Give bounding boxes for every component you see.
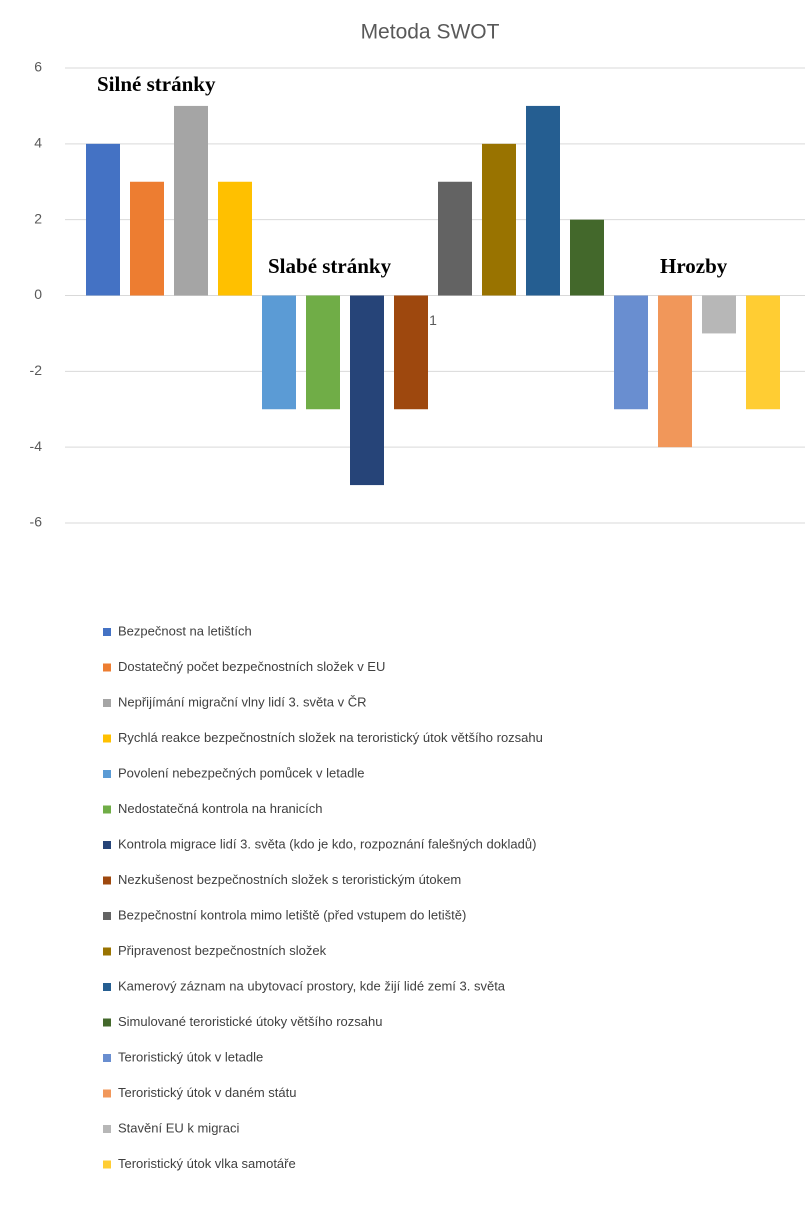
legend-swatch bbox=[103, 876, 111, 885]
legend-label: Teroristický útok v letadle bbox=[118, 1049, 263, 1064]
legend-swatch bbox=[103, 947, 111, 956]
x-tick-label: 1 bbox=[429, 312, 437, 328]
bar bbox=[130, 181, 164, 296]
y-tick-label: -6 bbox=[30, 514, 43, 530]
legend-label: Teroristický útok v daném státu bbox=[118, 1085, 296, 1100]
legend-swatch bbox=[103, 1089, 111, 1098]
bar bbox=[438, 181, 472, 296]
legend-label: Připravenost bezpečnostních složek bbox=[118, 943, 327, 958]
legend-swatch bbox=[103, 912, 111, 920]
annotation: Silné stránky bbox=[97, 72, 216, 96]
bar bbox=[350, 295, 384, 486]
chart-title: Metoda SWOT bbox=[361, 21, 500, 44]
bar bbox=[306, 295, 340, 410]
annotation: Slabé stránky bbox=[268, 254, 392, 278]
legend-swatch bbox=[103, 699, 111, 707]
legend-swatch bbox=[103, 1160, 111, 1169]
bar bbox=[526, 105, 560, 296]
legend-label: Stavění EU k migraci bbox=[118, 1120, 239, 1135]
bar bbox=[86, 143, 120, 296]
bar bbox=[746, 295, 780, 410]
legend-label: Nepřijímání migrační vlny lidí 3. světa … bbox=[118, 694, 367, 709]
legend-label: Nezkušenost bezpečnostních složek s tero… bbox=[118, 872, 461, 887]
legend-swatch bbox=[103, 734, 111, 743]
legend-swatch bbox=[103, 805, 111, 814]
bar bbox=[218, 181, 252, 296]
legend-swatch bbox=[103, 663, 111, 672]
legend-label: Nedostatečná kontrola na hranicích bbox=[118, 801, 323, 816]
bar bbox=[394, 295, 428, 410]
legend-swatch bbox=[103, 770, 111, 778]
bar bbox=[570, 219, 604, 296]
legend-label: Teroristický útok vlka samotáře bbox=[118, 1156, 296, 1171]
y-tick-label: 4 bbox=[34, 135, 42, 151]
bar bbox=[614, 295, 648, 410]
legend-swatch bbox=[103, 983, 111, 991]
legend-label: Kontrola migrace lidí 3. světa (kdo je k… bbox=[118, 836, 536, 851]
legend-label: Povolení nebezpečných pomůcek v letadle bbox=[118, 765, 364, 780]
legend-swatch bbox=[103, 628, 111, 636]
legend-label: Bezpečnostní kontrola mimo letiště (před… bbox=[118, 907, 466, 922]
legend-label: Kamerový záznam na ubytovací prostory, k… bbox=[118, 978, 506, 993]
bar bbox=[702, 295, 736, 334]
legend-label: Rychlá reakce bezpečnostních složek na t… bbox=[118, 730, 543, 745]
bar bbox=[174, 105, 208, 296]
legend-swatch bbox=[103, 1018, 111, 1027]
y-tick-label: 6 bbox=[34, 59, 42, 75]
bar bbox=[482, 143, 516, 296]
annotation: Hrozby bbox=[660, 254, 728, 278]
y-tick-label: -4 bbox=[30, 438, 43, 454]
legend-label: Simulované teroristické útoky většího ro… bbox=[118, 1014, 382, 1029]
legend-swatch bbox=[103, 1125, 111, 1133]
legend-label: Dostatečný počet bezpečnostních složek v… bbox=[118, 659, 385, 674]
y-tick-label: 2 bbox=[34, 210, 42, 226]
bar bbox=[658, 295, 692, 448]
legend-label: Bezpečnost na letištích bbox=[118, 623, 252, 638]
legend-swatch bbox=[103, 841, 111, 849]
y-tick-label: 0 bbox=[34, 286, 42, 302]
bar bbox=[262, 295, 296, 410]
legend-swatch bbox=[103, 1054, 111, 1062]
y-tick-label: -2 bbox=[30, 362, 43, 378]
